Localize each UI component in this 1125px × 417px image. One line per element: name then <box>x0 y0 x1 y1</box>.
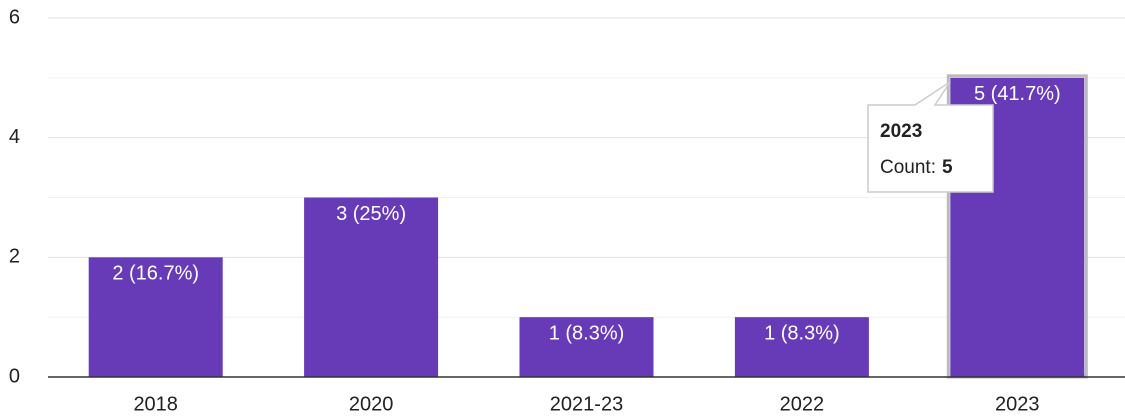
bar <box>519 317 654 377</box>
x-tick-label: 2022 <box>780 393 825 415</box>
tooltip: 2023 Count: 5 <box>867 81 994 193</box>
tooltip-box <box>867 81 994 193</box>
x-tick-label: 2018 <box>133 393 178 415</box>
value-label: 3 (25%) <box>336 203 406 225</box>
bar <box>734 317 869 377</box>
y-tick-label: 2 <box>9 246 20 268</box>
tooltip-value: 5 <box>942 157 953 178</box>
x-tick-label: 2023 <box>995 393 1040 415</box>
x-tick-label: 2020 <box>349 393 394 415</box>
bar <box>88 257 223 377</box>
value-label: 1 (8.3%) <box>549 322 625 344</box>
x-tick-label: 2021-23 <box>550 393 623 415</box>
y-tick-label: 0 <box>9 365 20 387</box>
tooltip-label: Count: <box>880 157 936 178</box>
tooltip-body: Count: 5 <box>880 157 953 178</box>
value-label: 1 (8.3%) <box>764 322 840 344</box>
value-label: 5 (41.7%) <box>974 83 1061 105</box>
value-label: 2 (16.7%) <box>112 263 199 285</box>
y-tick-label: 6 <box>9 6 20 28</box>
bar <box>304 197 439 377</box>
y-tick-label: 4 <box>9 126 20 148</box>
tooltip-title: 2023 <box>880 121 922 142</box>
